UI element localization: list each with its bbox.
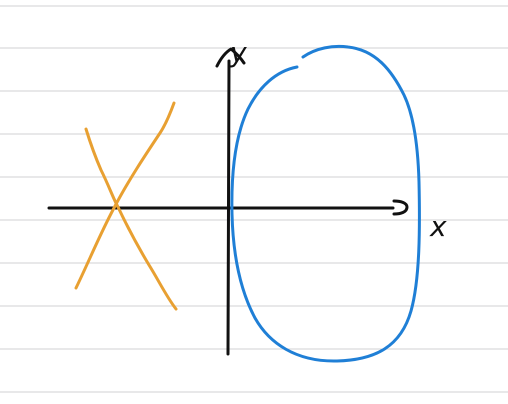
orange-curve-falling [84, 127, 178, 311]
y-axis-label: y [229, 36, 247, 69]
y-axis-arrowhead [215, 47, 246, 68]
axes [47, 47, 409, 356]
ruled-lines [0, 5, 508, 393]
x-axis-arrowhead [392, 199, 409, 216]
orange-curve-rising [74, 101, 176, 290]
blue-curve [230, 44, 421, 363]
x-axis-label: x [429, 210, 447, 243]
blue-closed-curve [230, 44, 421, 363]
y-axis-line [226, 59, 231, 356]
orange-curves [74, 101, 178, 311]
